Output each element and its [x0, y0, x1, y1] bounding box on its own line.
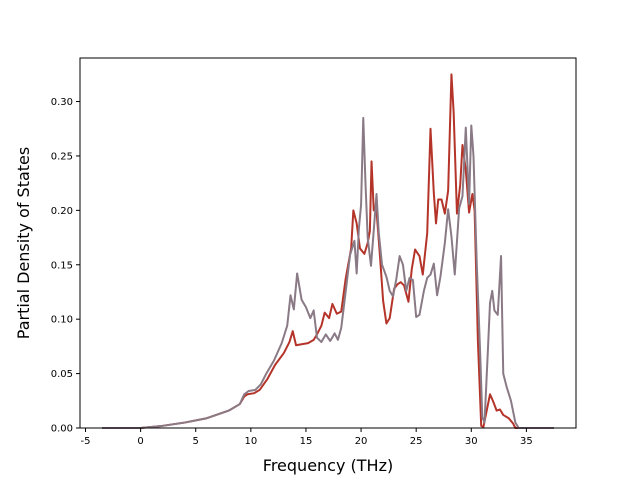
x-tick-label: 15: [300, 436, 313, 447]
x-tick-label: 5: [193, 436, 199, 447]
x-tick-label: -5: [81, 436, 91, 447]
x-axis-ticks: -5 0 5 10 15 20 25 30 35: [81, 428, 533, 447]
series-layer: [102, 73, 554, 429]
y-tick-label: 0.15: [51, 260, 73, 271]
y-tick-label: 0.25: [51, 151, 73, 162]
x-tick-label: 25: [410, 436, 423, 447]
y-tick-label: 0.20: [51, 206, 73, 217]
series-line-2: [102, 116, 554, 429]
y-axis-ticks: 0.00 0.05 0.10 0.15 0.20 0.25 0.30: [51, 97, 80, 435]
y-tick-label: 0.30: [51, 97, 73, 108]
y-tick-label: 0.00: [51, 424, 73, 435]
series-line-1: [102, 73, 554, 429]
x-tick-label: 30: [465, 436, 478, 447]
x-tick-label: 0: [137, 436, 143, 447]
x-axis-label: Frequency (THz): [263, 456, 393, 475]
x-tick-label: 20: [355, 436, 368, 447]
plot-background: [80, 58, 576, 428]
x-tick-label: 10: [244, 436, 257, 447]
y-tick-label: 0.05: [51, 369, 73, 380]
x-tick-label: 35: [520, 436, 533, 447]
plot-frame: [79, 57, 577, 429]
y-tick-label: 0.10: [51, 315, 73, 326]
y-axis-label: Partial Density of States: [14, 147, 33, 339]
